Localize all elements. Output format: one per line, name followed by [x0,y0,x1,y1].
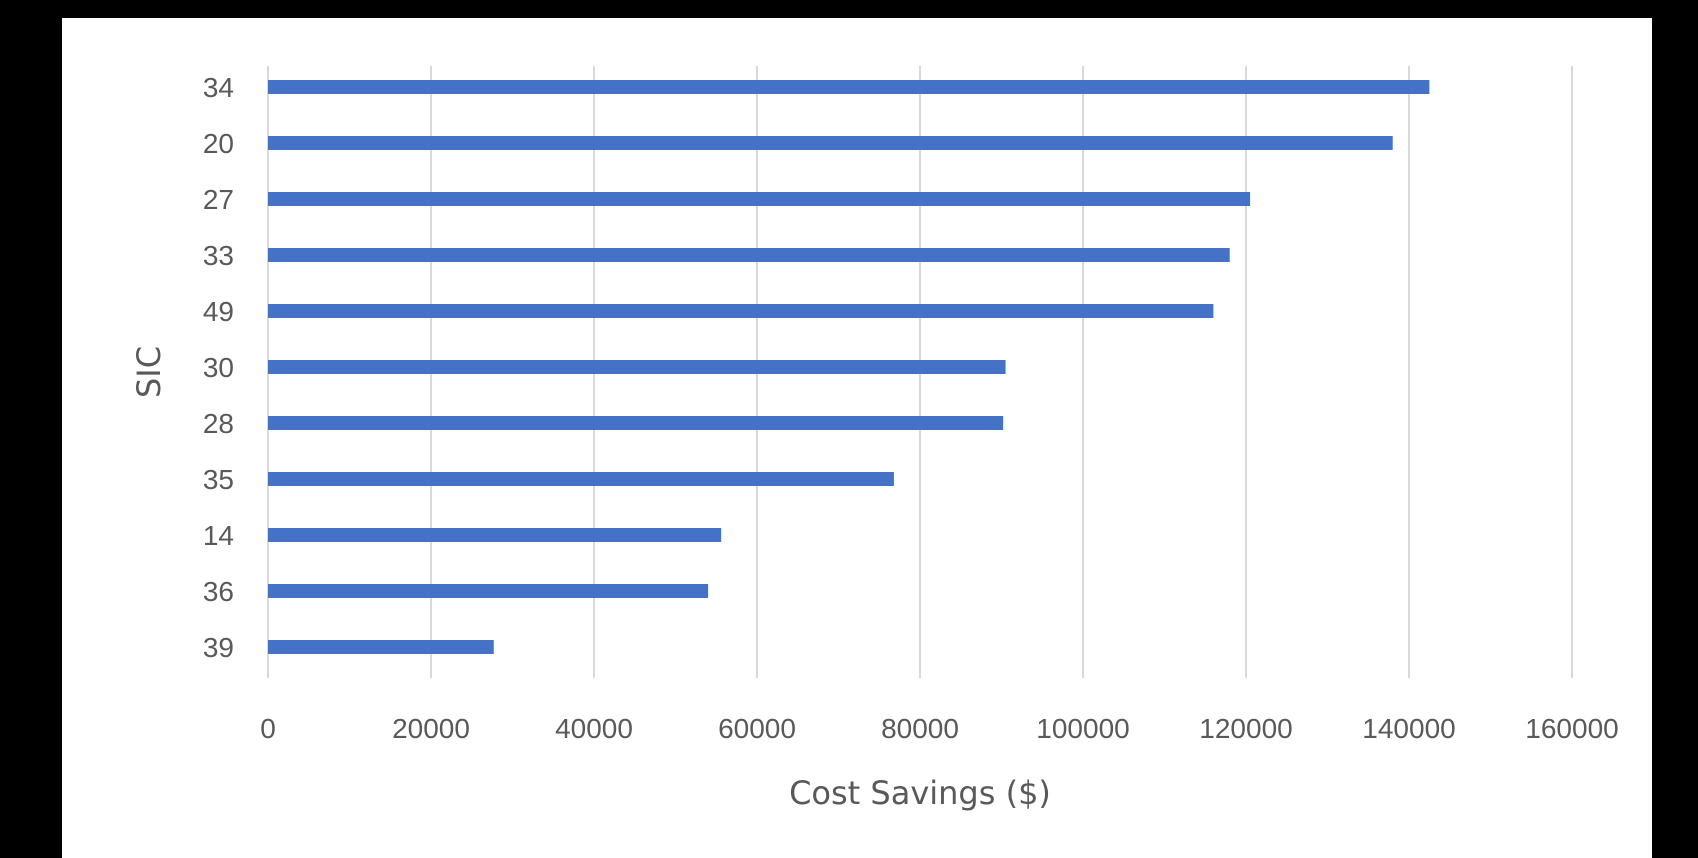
bar-49 [268,304,1214,318]
y-tick-labels: 34 20 27 33 49 30 28 35 14 36 39 [203,72,234,663]
y-tick-label: 30 [203,352,234,383]
x-tick-label: 120000 [1199,713,1292,744]
y-tick-label: 14 [203,520,234,551]
bar-39 [268,640,494,654]
x-tick-label: 140000 [1362,713,1455,744]
chart-frame [62,18,1652,858]
y-tick-label: 34 [203,72,234,103]
y-axis-title: SIC [130,346,168,398]
y-tick-label: 33 [203,240,234,271]
bar-35 [268,472,894,486]
x-tick-label: 40000 [555,713,633,744]
bars [268,80,1430,654]
y-tick-label: 49 [203,296,234,327]
x-tick-label: 60000 [718,713,796,744]
bar-33 [268,248,1230,262]
y-tick-label: 20 [203,128,234,159]
bar-20 [268,136,1393,150]
y-tick-label: 35 [203,464,234,495]
bar-28 [268,416,1004,430]
x-tick-label: 160000 [1525,713,1618,744]
x-tick-labels: 0 20000 40000 60000 80000 100000 120000 140000 1… [260,713,1619,744]
x-tick-label: 20000 [392,713,470,744]
y-tick-label: 27 [203,184,234,215]
bar-36 [268,584,709,598]
y-tick-label: 28 [203,408,234,439]
bar-30 [268,360,1006,374]
bar-14 [268,528,722,542]
y-tick-label: 39 [203,632,234,663]
x-tick-label: 0 [260,713,276,744]
y-tick-label: 36 [203,576,234,607]
bar-27 [268,192,1251,206]
x-tick-label: 100000 [1036,713,1129,744]
x-axis-title: Cost Savings ($) [789,774,1051,812]
x-tick-label: 80000 [881,713,959,744]
bar-34 [268,80,1430,94]
